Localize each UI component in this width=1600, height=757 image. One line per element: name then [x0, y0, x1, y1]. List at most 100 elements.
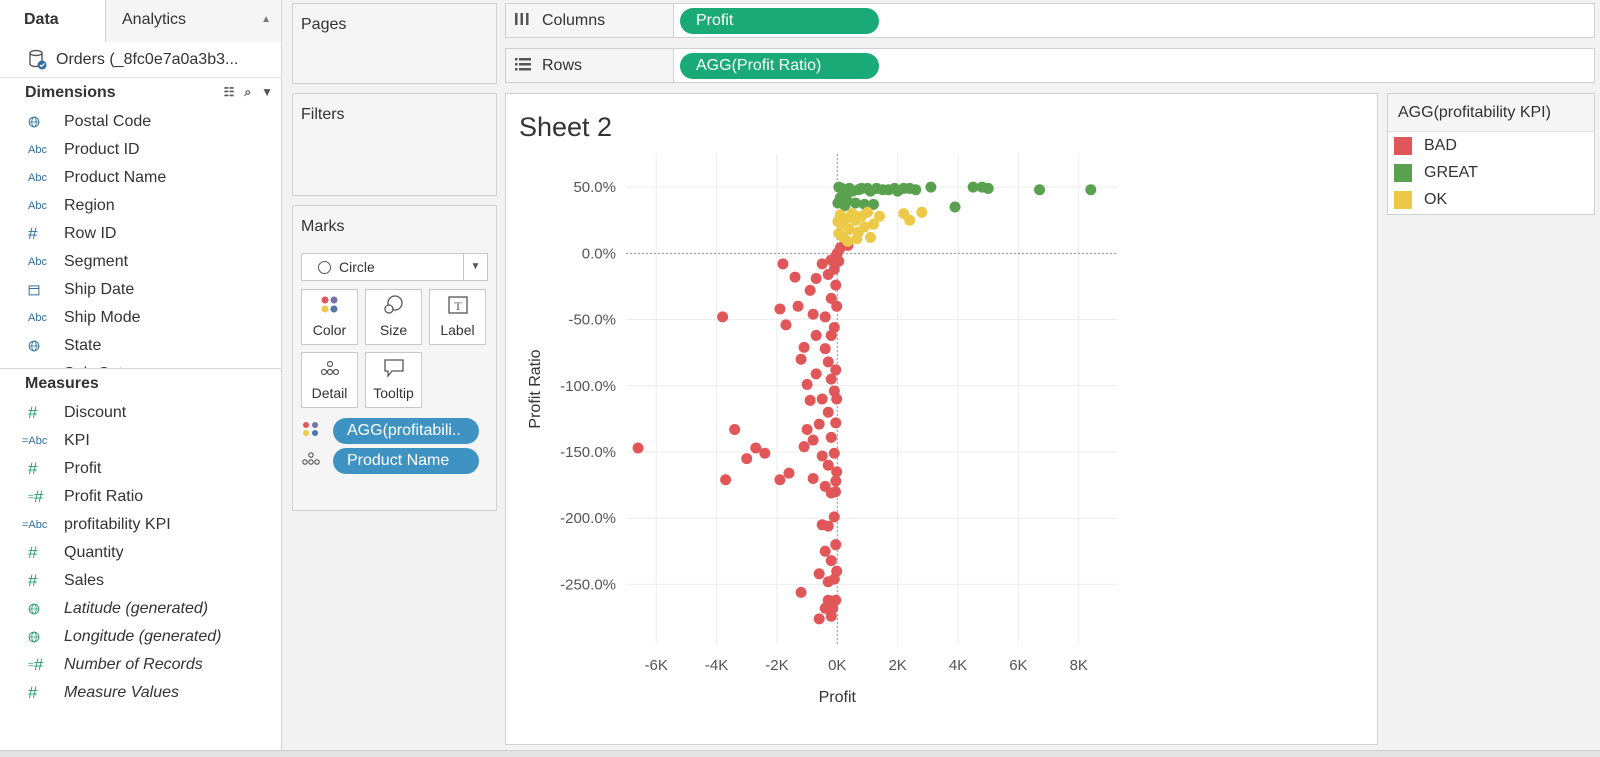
- data-point-bad[interactable]: [816, 393, 828, 405]
- data-point-bad[interactable]: [807, 308, 819, 320]
- data-point-bad[interactable]: [822, 356, 834, 368]
- data-point-bad[interactable]: [816, 258, 828, 270]
- pages-shelf[interactable]: Pages: [292, 3, 497, 84]
- data-point-bad[interactable]: [813, 613, 825, 625]
- data-point-bad[interactable]: [774, 303, 786, 315]
- dimensions-field[interactable]: Abc Segment: [0, 248, 281, 276]
- columns-shelf[interactable]: Columns Profit: [505, 3, 1595, 38]
- data-point-bad[interactable]: [825, 555, 837, 567]
- data-point-ok[interactable]: [842, 235, 854, 247]
- data-point-bad[interactable]: [783, 467, 795, 479]
- dimensions-field[interactable]: Abc Region: [0, 192, 281, 220]
- data-point-bad[interactable]: [819, 343, 831, 355]
- data-point-bad[interactable]: [816, 450, 828, 462]
- data-point-great[interactable]: [849, 197, 861, 209]
- data-point-bad[interactable]: [822, 406, 834, 418]
- scatter-chart[interactable]: -6K -4K -2K 0K 2K 4K 6K 8K 50.0% 0.0% -50.0% -100.0…: [506, 94, 1379, 746]
- legend-item[interactable]: BAD: [1388, 132, 1594, 159]
- color-button[interactable]: Color: [301, 289, 358, 345]
- data-point-bad[interactable]: [801, 423, 813, 435]
- data-point-ok[interactable]: [898, 208, 910, 220]
- measures-field[interactable]: =Abc KPI: [0, 427, 281, 455]
- measures-field[interactable]: # Discount: [0, 399, 281, 427]
- data-point-great[interactable]: [839, 200, 851, 212]
- data-point-bad[interactable]: [819, 545, 831, 557]
- datasource-item[interactable]: Orders (_8fc0e7a0a3b3...: [0, 42, 281, 78]
- legend-item[interactable]: GREAT: [1388, 159, 1594, 186]
- data-point-bad[interactable]: [822, 459, 834, 471]
- measures-field[interactable]: # Quantity: [0, 539, 281, 567]
- data-point-bad[interactable]: [813, 568, 825, 580]
- data-point-bad[interactable]: [825, 431, 837, 443]
- data-point-bad[interactable]: [828, 511, 840, 523]
- measures-field[interactable]: # Profit: [0, 455, 281, 483]
- data-point-bad[interactable]: [717, 311, 729, 323]
- data-point-bad[interactable]: [830, 417, 842, 429]
- dimensions-field[interactable]: State: [0, 332, 281, 360]
- data-point-bad[interactable]: [830, 364, 842, 376]
- measures-field[interactable]: Latitude (generated): [0, 595, 281, 623]
- measures-field[interactable]: = # Profit Ratio: [0, 483, 281, 511]
- color-legend[interactable]: AGG(profitability KPI) BAD GREAT OK: [1387, 93, 1595, 215]
- data-point-bad[interactable]: [830, 539, 842, 551]
- data-point-bad[interactable]: [720, 474, 732, 486]
- dimensions-field[interactable]: AbcSub-Category: [0, 360, 281, 368]
- search-icon[interactable]: ⌕: [244, 85, 252, 99]
- data-point-ok[interactable]: [864, 231, 876, 243]
- data-point-great[interactable]: [836, 182, 848, 194]
- mark-type-dropdown[interactable]: Circle ▼: [301, 253, 488, 281]
- dimensions-field[interactable]: Postal Code: [0, 108, 281, 136]
- tooltip-button[interactable]: Tooltip: [365, 352, 422, 408]
- filters-shelf[interactable]: Filters: [292, 93, 497, 196]
- worksheet[interactable]: Sheet 2 -6K -4K -2K 0K 2K 4K 6K 8K 50.0% 0.0% -50.…: [505, 93, 1378, 745]
- data-point-bad[interactable]: [801, 378, 813, 390]
- dimensions-field[interactable]: Abc Product Name: [0, 164, 281, 192]
- size-button[interactable]: Size: [365, 289, 422, 345]
- data-point-bad[interactable]: [829, 486, 841, 498]
- data-point-great[interactable]: [976, 181, 988, 193]
- tab-analytics[interactable]: Analytics ▲: [106, 0, 281, 42]
- data-point-great[interactable]: [1085, 184, 1097, 196]
- data-point-bad[interactable]: [813, 418, 825, 430]
- dimensions-field[interactable]: Abc Product ID: [0, 136, 281, 164]
- data-point-bad[interactable]: [810, 368, 822, 380]
- data-point-great[interactable]: [925, 181, 937, 193]
- data-point-great[interactable]: [949, 201, 961, 213]
- data-point-great[interactable]: [967, 181, 979, 193]
- color-field-pill[interactable]: AGG(profitabili..: [333, 418, 479, 444]
- data-point-bad[interactable]: [789, 271, 801, 283]
- columns-profit-pill[interactable]: Profit: [680, 7, 879, 34]
- sort-arrows-icon[interactable]: ▲: [261, 14, 271, 25]
- data-point-bad[interactable]: [795, 586, 807, 598]
- data-point-bad[interactable]: [804, 284, 816, 296]
- data-point-ok[interactable]: [833, 227, 845, 239]
- data-point-bad[interactable]: [831, 565, 843, 577]
- rows-profit-ratio-pill[interactable]: AGG(Profit Ratio): [680, 52, 879, 79]
- data-point-bad[interactable]: [807, 472, 819, 484]
- list-view-icon[interactable]: ☷: [223, 85, 235, 99]
- dimensions-field[interactable]: Ship Date: [0, 276, 281, 304]
- detail-button[interactable]: Detail: [301, 352, 358, 408]
- rows-shelf[interactable]: Rows AGG(Profit Ratio): [505, 48, 1595, 83]
- measures-field[interactable]: # Sales: [0, 567, 281, 595]
- data-point-bad[interactable]: [830, 475, 842, 487]
- data-point-bad[interactable]: [795, 353, 807, 365]
- data-point-bad[interactable]: [827, 602, 839, 614]
- data-point-bad[interactable]: [829, 258, 841, 270]
- tab-data[interactable]: Data: [0, 0, 106, 42]
- data-point-bad[interactable]: [729, 423, 741, 435]
- data-point-bad[interactable]: [825, 292, 837, 304]
- data-point-bad[interactable]: [810, 329, 822, 341]
- data-point-bad[interactable]: [804, 394, 816, 406]
- data-point-bad[interactable]: [831, 393, 843, 405]
- data-point-bad[interactable]: [810, 272, 822, 284]
- data-point-bad[interactable]: [774, 474, 786, 486]
- data-point-bad[interactable]: [759, 447, 771, 459]
- data-point-great[interactable]: [1034, 184, 1046, 196]
- data-point-bad[interactable]: [741, 453, 753, 465]
- measures-field[interactable]: =Abc profitability KPI: [0, 511, 281, 539]
- data-point-bad[interactable]: [750, 442, 762, 454]
- sheet-tabs-bar[interactable]: [0, 750, 1600, 757]
- data-point-bad[interactable]: [792, 300, 804, 312]
- data-point-bad[interactable]: [780, 319, 792, 331]
